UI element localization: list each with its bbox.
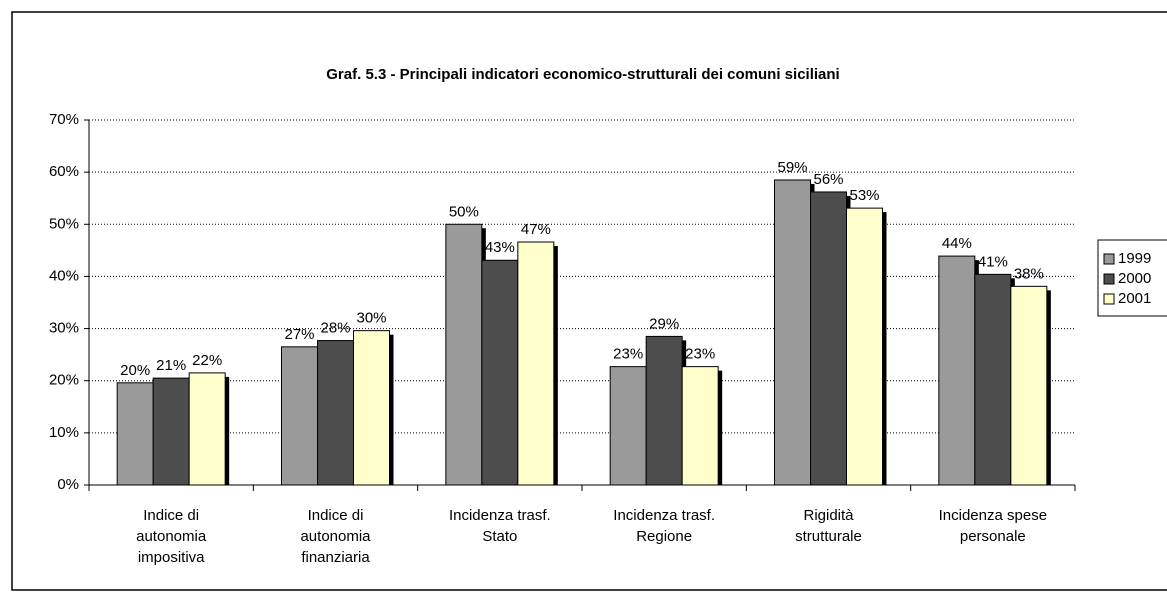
bar-shadow [389,334,394,485]
x-tick-label: Incidenza trasf. Regione [613,507,716,545]
data-label: 20% [120,362,150,379]
bar [353,330,390,486]
bar [645,335,683,486]
data-label: 53% [849,187,879,204]
bar-shadow [553,246,558,485]
bar [152,377,190,486]
data-label: 28% [320,320,350,337]
bar-shadow [882,212,887,485]
legend-label: 2001 [1118,290,1151,307]
y-tick-label: 30% [49,320,79,337]
bar [517,241,555,486]
legend-swatch [1103,293,1115,305]
x-tick-label: Incidenza spese personale [938,507,1048,545]
chart-title: Graf. 5.3 - Principali indicatori econom… [326,66,839,83]
data-label: 44% [942,235,972,252]
bar [1010,285,1048,486]
bar [188,372,226,486]
legend-label: 2000 [1118,270,1151,287]
bar [810,191,847,486]
data-label: 23% [613,346,643,363]
bar [481,259,519,486]
y-tick-label: 70% [49,111,79,128]
legend-swatch [1103,253,1115,265]
data-label: 23% [685,346,715,363]
data-label: 41% [978,253,1008,270]
y-tick-label: 10% [49,424,79,441]
x-tick-label: Indice di autonomia finanziaria [300,507,371,566]
bar-shadow [1046,290,1051,485]
data-label: 59% [777,159,807,176]
bar [609,366,647,486]
data-label: 21% [156,357,186,374]
x-tick-label: Incidenza trasf. Stato [448,507,551,545]
y-tick-label: 20% [49,372,79,389]
bar-shadow [718,370,723,485]
bar-shadow [225,376,230,485]
bar [938,255,976,486]
data-label: 27% [284,326,314,343]
data-label: 47% [521,221,551,238]
bar [846,207,883,486]
bar [281,346,318,486]
x-tick-label: Indice di autonomia impositiva [136,507,207,566]
data-label: 38% [1014,265,1044,282]
bar [317,340,354,486]
data-label: 29% [649,315,679,332]
data-label: 22% [192,352,222,369]
y-tick-label: 50% [49,215,79,232]
y-tick-label: 40% [49,267,79,284]
bar [116,382,154,486]
legend-swatch [1103,273,1115,285]
bar [681,366,719,486]
x-tick-label: Rigidità strutturale [795,507,862,545]
y-tick-label: 0% [57,476,79,493]
data-label: 30% [356,310,386,327]
y-tick-label: 60% [49,163,79,180]
bar [774,179,811,486]
bar [445,223,483,486]
legend-label: 1999 [1118,250,1151,267]
data-label: 43% [485,239,515,256]
bar [974,273,1012,486]
data-label: 50% [449,203,479,220]
data-label: 56% [813,171,843,188]
